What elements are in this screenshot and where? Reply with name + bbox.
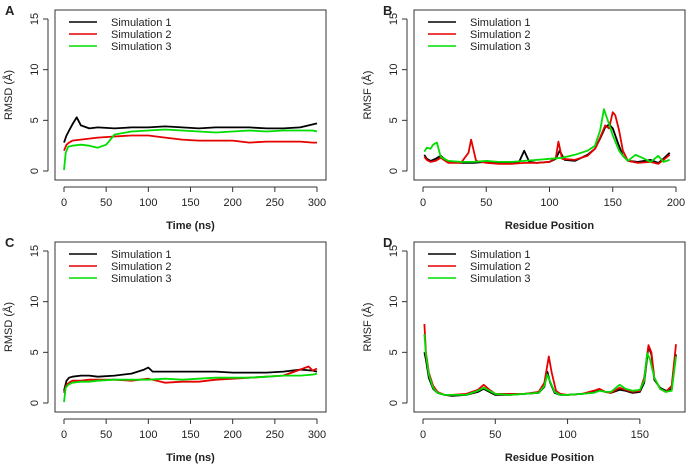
x-tick-label: 250	[266, 429, 284, 441]
plot-frame	[413, 241, 686, 413]
x-tick-label: 150	[181, 429, 199, 441]
x-tick-label: 50	[480, 197, 492, 209]
y-tick-label: 0	[29, 400, 41, 406]
y-tick-label: 0	[29, 168, 41, 174]
y-tick-label: 10	[388, 64, 400, 76]
x-tick-label: 0	[420, 429, 426, 441]
x-axis-label: Residue Position	[505, 452, 595, 464]
chart-panel-d: D 0 50 100 150 0 5 10 15 Residue Position RMSF (Å)…	[361, 235, 686, 464]
y-axis-label: RMSF (Å)	[361, 303, 374, 352]
y-tick-label: 15	[29, 245, 41, 257]
y-tick-label: 0	[388, 168, 400, 174]
x-tick-label: 100	[540, 197, 558, 209]
legend-label-simulation-3: Simulation 3	[111, 41, 172, 53]
y-axis-label: RMSD (Å)	[2, 70, 15, 120]
panel-letter: C	[5, 235, 15, 250]
legend-label-simulation-1: Simulation 1	[111, 17, 172, 29]
plot-frame	[54, 9, 327, 181]
x-axis-label: Time (ns)	[166, 220, 215, 232]
x-tick-label: 150	[604, 197, 622, 209]
y-tick-label: 0	[388, 400, 400, 406]
y-tick-label: 5	[388, 117, 400, 123]
x-tick-label: 100	[558, 429, 576, 441]
y-tick-label: 5	[29, 349, 41, 355]
x-axis-label: Residue Position	[505, 220, 595, 232]
x-tick-label: 200	[667, 197, 685, 209]
x-tick-label: 100	[139, 197, 157, 209]
y-tick-label: 15	[29, 13, 41, 25]
series-line-simulation-1	[423, 345, 677, 397]
legend-label-simulation-2: Simulation 2	[470, 29, 531, 41]
x-tick-label: 100	[139, 429, 157, 441]
x-tick-label: 150	[631, 429, 649, 441]
legend-label-simulation-1: Simulation 1	[470, 17, 531, 29]
y-tick-label: 5	[29, 117, 41, 123]
y-tick-label: 10	[29, 64, 41, 76]
x-tick-label: 0	[61, 429, 67, 441]
chart-panel-b: B 0 50 100 150 200 0 5 10 15 Residue Position RMSF …	[361, 3, 686, 232]
x-tick-label: 0	[420, 197, 426, 209]
y-tick-label: 10	[29, 296, 41, 308]
legend-label-simulation-3: Simulation 3	[470, 273, 531, 285]
panel-letter: B	[383, 3, 392, 18]
x-tick-label: 0	[61, 197, 67, 209]
x-tick-label: 50	[100, 429, 112, 441]
plot-frame	[54, 241, 327, 413]
x-tick-label: 250	[266, 197, 284, 209]
legend-label-simulation-2: Simulation 2	[111, 261, 172, 273]
y-tick-label: 10	[388, 296, 400, 308]
x-tick-label: 200	[223, 197, 241, 209]
y-tick-label: 15	[388, 245, 400, 257]
y-axis-label: RMSD (Å)	[2, 302, 15, 352]
x-tick-label: 150	[181, 197, 199, 209]
series-line-simulation-3	[63, 128, 318, 171]
x-tick-label: 300	[308, 197, 326, 209]
x-tick-label: 50	[100, 197, 112, 209]
y-tick-label: 5	[388, 349, 400, 355]
y-tick-label: 15	[388, 13, 400, 25]
series-line-simulation-3	[423, 108, 670, 163]
x-tick-label: 200	[223, 429, 241, 441]
series-line-simulation-2	[63, 365, 318, 394]
series-line-simulation-3	[423, 334, 677, 396]
panel-letter: A	[5, 3, 15, 18]
series-line-simulation-2	[423, 111, 671, 165]
plot-frame	[413, 9, 686, 181]
series-line-simulation-1	[63, 116, 318, 143]
chart-panel-c: C 0 50 100 150 200 250 300 0 5 10 15 Time (ns) RMSD (…	[2, 235, 327, 464]
series-line-simulation-2	[63, 134, 317, 152]
x-axis-label: Time (ns)	[166, 452, 215, 464]
legend-label-simulation-3: Simulation 3	[470, 41, 531, 53]
x-tick-label: 50	[489, 429, 501, 441]
chart-panel-a: A 0 50 100 150 200 250 300 0 5 10 15 Time (ns) RMSD (…	[2, 3, 327, 232]
legend-label-simulation-3: Simulation 3	[111, 273, 172, 285]
series-line-simulation-3	[63, 372, 318, 403]
x-tick-label: 300	[308, 429, 326, 441]
series-line-simulation-1	[63, 366, 318, 392]
legend-label-simulation-2: Simulation 2	[111, 29, 172, 41]
legend-label-simulation-2: Simulation 2	[470, 261, 531, 273]
panel-letter: D	[383, 235, 392, 250]
y-axis-label: RMSF (Å)	[361, 71, 374, 120]
legend-label-simulation-1: Simulation 1	[470, 249, 531, 261]
legend-label-simulation-1: Simulation 1	[111, 249, 172, 261]
